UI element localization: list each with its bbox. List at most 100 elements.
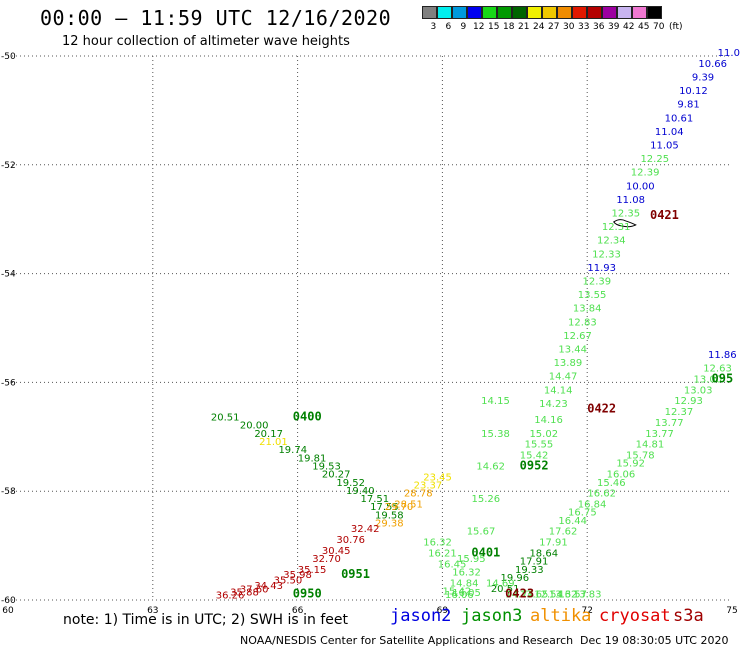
mission-cryosat: cryosat xyxy=(599,606,671,626)
data-point-label: 10.61 xyxy=(665,113,694,124)
data-point-label: 10.12 xyxy=(679,86,708,97)
color-scale-label: 6 xyxy=(445,22,452,32)
data-point-label: 10.00 xyxy=(626,181,655,192)
footer-note: note: 1) Time is in UTC; 2) SWH is in fe… xyxy=(63,612,349,628)
y-tick-label: -58 xyxy=(1,487,16,497)
color-scale-legend: 3 6 9 12 15 18 21 24 27 30 33 36 39 42 45 70 (ft) xyxy=(422,6,683,32)
data-point-label: 11.07 xyxy=(718,48,740,59)
data-point-label: 16.21 xyxy=(428,548,457,559)
color-scale-label: 15 xyxy=(488,22,500,32)
data-point-label: 19.81 xyxy=(298,453,327,464)
color-scale-label: 30 xyxy=(563,22,575,32)
pass-time-annotation: 0401 xyxy=(471,545,500,559)
data-point-label: 14.14 xyxy=(544,385,573,396)
data-point-label: 12.93 xyxy=(674,396,703,407)
data-point-label: 13.62 xyxy=(549,589,578,600)
data-point-label: 16.62 xyxy=(587,489,616,500)
data-point-label: 14.69 xyxy=(486,578,515,589)
data-point-label: 15.38 xyxy=(481,429,510,440)
data-point-label: 12.31 xyxy=(602,222,631,233)
color-swatch xyxy=(647,6,662,19)
data-point-label: 15.42 xyxy=(443,587,472,598)
data-point-label: 23.37 xyxy=(414,480,443,491)
data-point-label: 12.54 xyxy=(534,589,563,600)
y-tick-label: -56 xyxy=(1,378,16,388)
data-point-label: 21.01 xyxy=(259,437,288,448)
data-point-label: 19.40 xyxy=(346,486,375,497)
data-point-label: 12.35 xyxy=(611,208,640,219)
color-swatch xyxy=(557,6,572,19)
y-tick-label: -54 xyxy=(1,270,16,280)
data-point-label: 16.45 xyxy=(438,559,467,570)
mission-altika: altika xyxy=(530,606,592,626)
color-scale-label: 27 xyxy=(548,22,560,32)
data-point-label: 35.88 xyxy=(230,588,259,599)
data-point-label: 12.33 xyxy=(592,249,621,260)
mission-s3a: s3a xyxy=(673,606,704,626)
color-scale-label: 42 xyxy=(623,22,635,32)
data-point-label: 20.27 xyxy=(322,470,351,481)
data-point-label: 32.42 xyxy=(351,524,380,535)
data-point-label: 11.93 xyxy=(587,263,616,274)
data-point-label: 35.50 xyxy=(274,576,303,587)
color-swatch xyxy=(527,6,542,19)
data-point-label: 15.55 xyxy=(525,440,554,451)
data-point-label: 16.44 xyxy=(558,516,587,527)
color-swatch xyxy=(497,6,512,19)
data-point-label: 18.64 xyxy=(529,548,558,559)
data-point-label: 9.39 xyxy=(692,72,714,83)
credit-line: NOAA/NESDIS Center for Satellite Applica… xyxy=(240,634,574,647)
data-point-label: 28.78 xyxy=(404,489,433,500)
color-scale-label: 36 xyxy=(593,22,605,32)
data-point-label: 12.25 xyxy=(640,154,669,165)
data-point-label: 17.51 xyxy=(361,494,390,505)
data-point-label: 11.05 xyxy=(650,140,679,151)
data-point-label: 20.51 xyxy=(211,412,240,423)
data-point-label: 14.15 xyxy=(481,396,510,407)
x-tick-label: 60 xyxy=(2,606,14,616)
data-point-label: 19.96 xyxy=(500,573,529,584)
color-swatch xyxy=(572,6,587,19)
generated-timestamp: Dec 19 08:30:05 UTC 2020 xyxy=(580,634,729,647)
pass-time-annotation: 095 xyxy=(712,371,734,385)
color-scale-label: 21 xyxy=(518,22,530,32)
data-point-label: 34.43 xyxy=(254,581,283,592)
data-point-label: 20.17 xyxy=(254,429,283,440)
data-point-label: 16.84 xyxy=(578,500,607,511)
data-point-label: 10.66 xyxy=(698,59,727,70)
data-point-label: 29.38 xyxy=(375,519,404,530)
color-swatch xyxy=(482,6,497,19)
color-swatch xyxy=(617,6,632,19)
x-tick-label: 75 xyxy=(726,606,737,616)
data-point-label: 12.34 xyxy=(597,236,626,247)
mission-jason2: jason2 xyxy=(390,606,452,626)
data-point-label: 30.76 xyxy=(336,535,365,546)
data-point-label: 13.57 xyxy=(558,589,587,600)
data-point-label: 19.74 xyxy=(278,445,307,456)
data-point-label: 19.58 xyxy=(375,510,404,521)
page-title: 00:00 – 11:59 UTC 12/16/2020 xyxy=(40,6,392,30)
data-point-label: 15.42 xyxy=(520,451,549,462)
color-scale-label: 3 xyxy=(430,22,437,32)
data-point-label: 23.45 xyxy=(423,472,452,483)
data-point-label: 30.45 xyxy=(322,546,351,557)
pass-time-annotation: 0951 xyxy=(341,567,370,581)
data-point-label: 15.67 xyxy=(467,527,496,538)
y-tick-label: -60 xyxy=(1,596,16,606)
color-scale-label: 70 xyxy=(653,22,665,32)
data-point-label: 12.37 xyxy=(665,407,694,418)
data-point-label: 12.39 xyxy=(631,168,660,179)
data-point-label: 28.51 xyxy=(394,500,423,511)
data-point-label: 35.15 xyxy=(298,565,327,576)
pass-time-annotation: 0950 xyxy=(293,586,322,600)
color-swatch xyxy=(422,6,437,19)
data-point-label: 12.63 xyxy=(703,364,732,375)
data-point-label: 16.32 xyxy=(423,538,452,549)
data-point-label: 19.52 xyxy=(336,478,365,489)
color-scale-label: 39 xyxy=(608,22,620,32)
pass-time-annotation: 0421 xyxy=(650,208,679,222)
data-point-label: 13.03 xyxy=(684,385,713,396)
data-point-label: 12.83 xyxy=(568,317,597,328)
data-point-label: 13.00 xyxy=(694,374,723,385)
